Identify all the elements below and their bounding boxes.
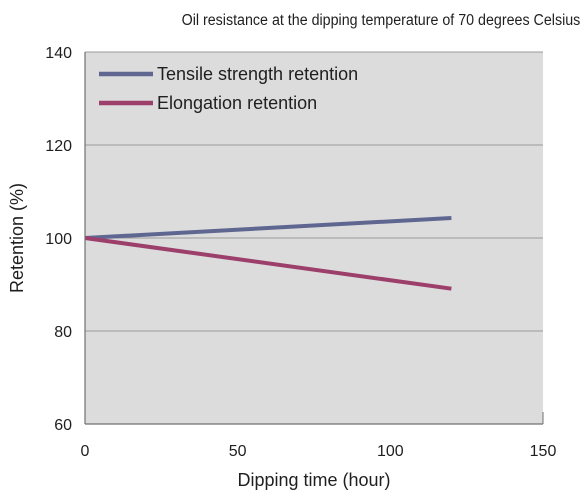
- x-tick-label: 100: [377, 443, 404, 460]
- legend-label: Elongation retention: [157, 93, 317, 113]
- tick-labels: 0 50 100 150 60 80 100 120 140: [45, 45, 556, 460]
- x-axis-title: Dipping time (hour): [237, 470, 390, 490]
- x-tick-label: 0: [81, 443, 90, 460]
- x-tick-label: 150: [530, 443, 557, 460]
- y-tick-label: 140: [45, 45, 72, 62]
- y-tick-label: 60: [54, 417, 72, 434]
- axes: [84, 52, 544, 425]
- x-tick-label: 50: [229, 443, 247, 460]
- chart-title: Oil resistance at the dipping temperatur…: [181, 12, 581, 29]
- grid: [85, 51, 543, 332]
- series-line: [84, 236, 452, 291]
- y-tick-label: 120: [45, 138, 72, 155]
- series-line: [84, 216, 452, 240]
- legend-label: Tensile strength retention: [157, 64, 358, 84]
- legend: Tensile strength retention Elongation ret…: [99, 64, 358, 113]
- series-group: [84, 216, 452, 291]
- y-axis-title: Retention (%): [7, 183, 27, 293]
- y-tick-label: 80: [54, 324, 72, 341]
- y-tick-label: 100: [45, 231, 72, 248]
